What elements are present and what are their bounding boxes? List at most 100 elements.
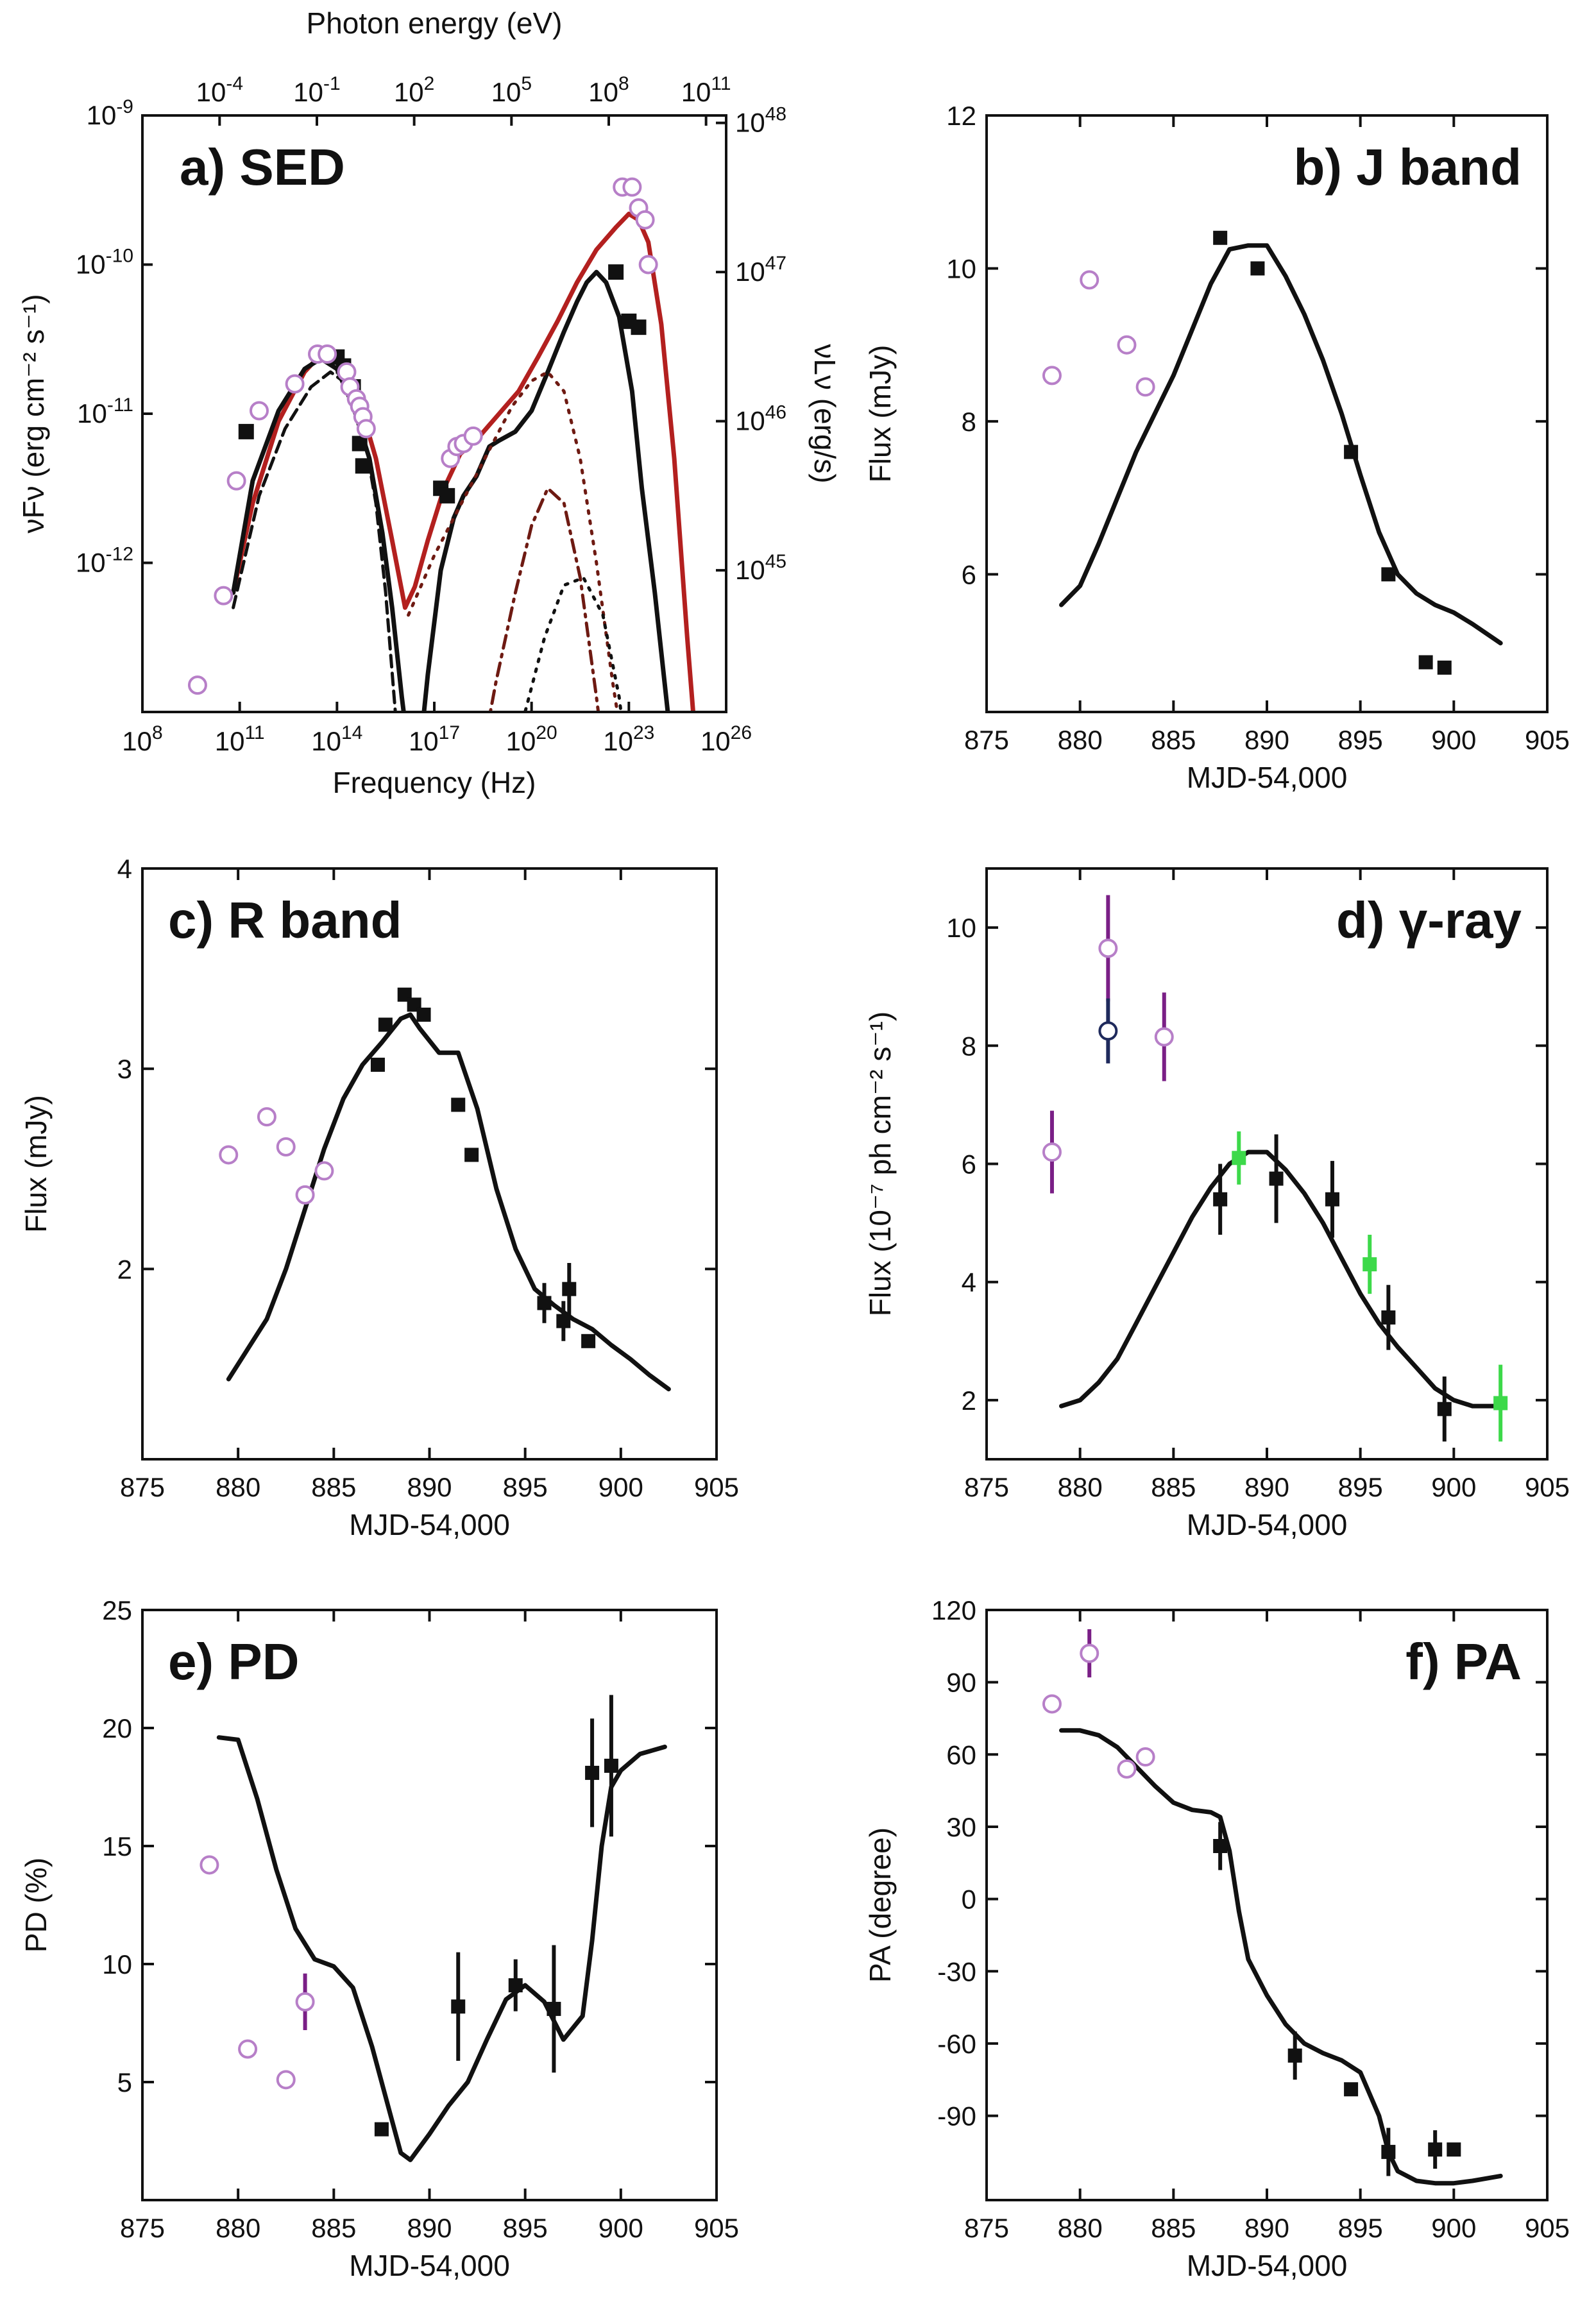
sed-y-tick-label: 10-12 xyxy=(76,544,133,578)
filled-data-point xyxy=(508,1978,523,1993)
y-tick-label: 25 xyxy=(102,1595,132,1625)
filled-data-point xyxy=(1437,660,1452,675)
open-data-point xyxy=(1080,270,1099,290)
open-data-point xyxy=(276,1137,296,1156)
filled-data-point xyxy=(1381,1310,1396,1325)
sed-data-circle xyxy=(638,255,658,275)
x-tick-label: 900 xyxy=(598,1472,643,1502)
open-data-point xyxy=(276,2070,296,2090)
sed-data-circle xyxy=(214,586,233,606)
y-tick-label: 30 xyxy=(946,1812,976,1842)
x-tick-label: 880 xyxy=(216,2213,260,2243)
filled-data-point xyxy=(1269,1171,1284,1186)
sed-x-tick-label: 1026 xyxy=(700,722,752,756)
sed-top-tick-label: 108 xyxy=(588,73,629,107)
x-tick-label: 900 xyxy=(1431,2213,1476,2243)
y-tick-label: 8 xyxy=(962,1031,976,1061)
x-tick-label: 890 xyxy=(1244,2213,1289,2243)
green-data-point xyxy=(1363,1257,1377,1272)
x-tick-label: 875 xyxy=(964,725,1009,755)
x-tick-label: 890 xyxy=(1244,1472,1289,1502)
sed-data-square xyxy=(352,436,368,452)
open-data-point xyxy=(1098,938,1118,958)
x-tick-label: 875 xyxy=(120,2213,165,2243)
sed-right-tick-label: 1048 xyxy=(735,104,786,138)
filled-data-point xyxy=(556,1314,571,1328)
x-tick-label: 875 xyxy=(964,1472,1009,1502)
open-data-point xyxy=(1098,1021,1118,1041)
sed-data-square xyxy=(439,487,455,504)
x-axis-label: MJD-54,000 xyxy=(349,2249,510,2282)
panel-d-title: d) γ-ray xyxy=(1336,892,1522,949)
filled-data-point xyxy=(562,1282,577,1296)
open-data-point xyxy=(200,1855,219,1875)
sed-data-square xyxy=(238,423,254,439)
sed-data-circle xyxy=(285,374,305,394)
panel-f: 875 880 885 890 895 900 905 -90 -60 -30 0 30 60 90 120… xyxy=(863,1595,1570,2282)
panel-b-frame xyxy=(985,114,1549,713)
y-axis-label: PA (degree) xyxy=(863,1827,897,1983)
x-tick-label: 900 xyxy=(1431,725,1476,755)
model-curve xyxy=(226,1012,671,1392)
x-tick-label: 885 xyxy=(311,1472,356,1502)
filled-data-point xyxy=(1381,567,1396,582)
y-tick-label: 20 xyxy=(102,1713,132,1743)
panel-a-sed: 108 1011 1014 1017 1020 1023 1026 10-12 10-11 10-… xyxy=(17,6,842,799)
filled-data-point xyxy=(1213,1192,1228,1207)
sed-y-axis-label: νFν (erg cm⁻² s⁻¹) xyxy=(17,294,50,533)
filled-data-point xyxy=(1381,2144,1396,2159)
filled-data-point xyxy=(1437,1402,1452,1416)
sed-x-tick-label: 1017 xyxy=(409,722,460,756)
panel-f-frame xyxy=(985,1609,1549,2201)
sed-model-line-3 xyxy=(407,370,619,712)
sed-data-circle xyxy=(318,344,337,364)
y-tick-label: 0 xyxy=(962,1885,976,1915)
filled-data-point xyxy=(1344,445,1359,459)
sed-top-tick-label: 10-1 xyxy=(293,73,340,107)
panel-f-title: f) PA xyxy=(1405,1633,1522,1690)
sed-y-tick-label: 10-10 xyxy=(76,246,133,280)
open-data-point xyxy=(295,1185,315,1205)
panel-d-frame xyxy=(985,867,1549,1461)
filled-data-point xyxy=(585,1765,600,1780)
filled-data-point xyxy=(374,2122,389,2137)
y-tick-label: 60 xyxy=(946,1740,976,1770)
model-curve xyxy=(1059,1728,1503,2186)
x-tick-label: 895 xyxy=(1338,1472,1383,1502)
open-data-point xyxy=(257,1107,276,1127)
filled-data-point xyxy=(370,1057,385,1072)
x-tick-label: 885 xyxy=(1151,2213,1196,2243)
open-data-point xyxy=(1042,1142,1062,1162)
x-tick-label: 905 xyxy=(1525,725,1570,755)
sed-top-tick-label: 1011 xyxy=(681,73,731,107)
x-axis-label: MJD-54,000 xyxy=(1187,1508,1348,1541)
model-curve xyxy=(1059,243,1503,646)
y-tick-label: -90 xyxy=(937,2101,976,2131)
sed-data-square xyxy=(355,458,371,474)
y-tick-label: 2 xyxy=(962,1385,976,1416)
y-tick-label: 6 xyxy=(962,559,976,589)
open-data-point xyxy=(314,1161,334,1181)
sed-x-tick-label: 1011 xyxy=(215,722,265,756)
filled-data-point xyxy=(581,1334,596,1348)
filled-data-point xyxy=(1213,230,1228,245)
sed-right-axis-label: νLν (erg/s) xyxy=(808,344,842,483)
open-data-point xyxy=(1117,1759,1137,1779)
sed-model-line-5 xyxy=(523,576,623,712)
y-axis-label: PD (%) xyxy=(19,1858,53,1952)
y-tick-label: 10 xyxy=(946,913,976,943)
y-tick-label: 6 xyxy=(962,1149,976,1180)
sed-data-circle xyxy=(356,419,376,439)
sed-y-tick-label: 10-11 xyxy=(77,394,133,428)
y-tick-label: 5 xyxy=(117,2067,132,2097)
filled-data-point xyxy=(604,1758,618,1773)
y-tick-label: -60 xyxy=(937,2029,976,2059)
sed-data-square xyxy=(608,264,624,280)
sed-x-tick-label: 1023 xyxy=(603,722,654,756)
y-axis-label: Flux (10⁻⁷ ph cm⁻² s⁻¹) xyxy=(863,1012,897,1316)
filled-data-point xyxy=(1325,1192,1339,1207)
filled-data-point xyxy=(378,1017,393,1032)
y-tick-label: 4 xyxy=(117,854,132,884)
green-data-point xyxy=(1232,1151,1246,1165)
